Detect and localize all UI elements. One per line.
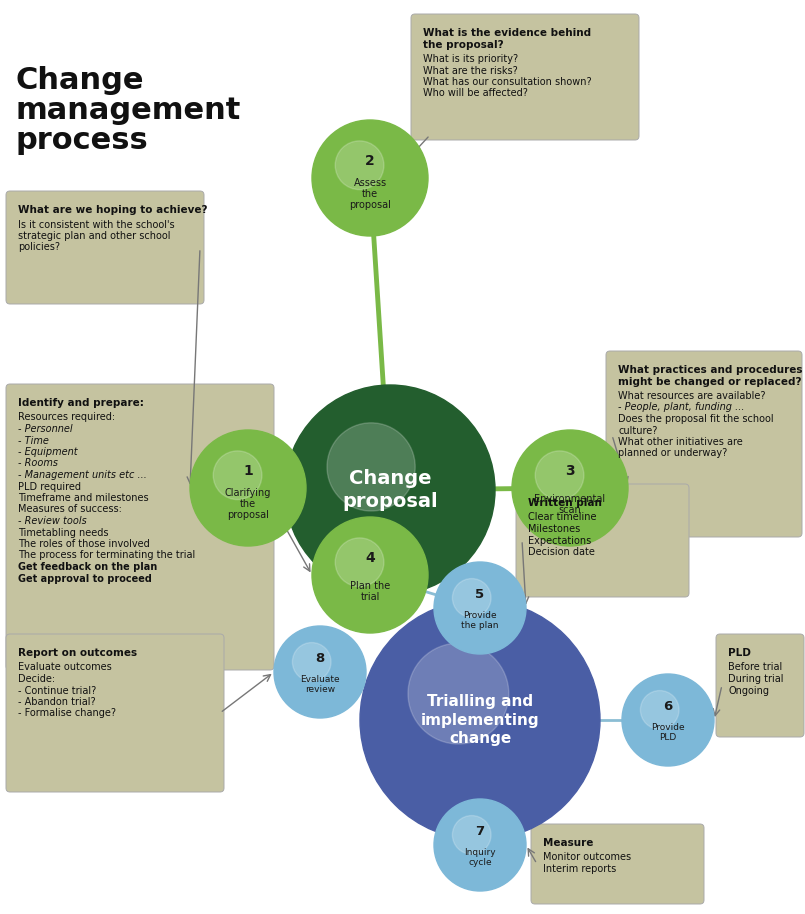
Text: 1: 1 <box>243 463 253 478</box>
Text: What has our consultation shown?: What has our consultation shown? <box>423 77 592 87</box>
Circle shape <box>335 537 384 587</box>
Text: Interim reports: Interim reports <box>543 864 617 874</box>
Text: Measure: Measure <box>543 838 593 848</box>
Text: 3: 3 <box>565 463 575 478</box>
Circle shape <box>452 579 491 617</box>
Text: Monitor outcomes: Monitor outcomes <box>543 853 631 863</box>
Text: The process for terminating the trial: The process for terminating the trial <box>18 550 196 560</box>
Text: The roles of those involved: The roles of those involved <box>18 539 150 549</box>
FancyBboxPatch shape <box>516 484 689 597</box>
FancyBboxPatch shape <box>606 351 802 537</box>
Text: Environmental
scan: Environmental scan <box>535 494 605 515</box>
Circle shape <box>335 141 384 189</box>
Text: PLD required: PLD required <box>18 482 81 492</box>
Circle shape <box>312 120 428 236</box>
Text: PLD: PLD <box>728 648 751 658</box>
Text: Clarifying
the
proposal: Clarifying the proposal <box>225 488 271 520</box>
Circle shape <box>327 423 415 511</box>
Circle shape <box>190 430 306 546</box>
Text: Provide
the plan: Provide the plan <box>461 611 499 631</box>
Text: Trialling and
implementing
change: Trialling and implementing change <box>421 694 539 746</box>
Circle shape <box>434 562 526 654</box>
Text: - Management units etc ...: - Management units etc ... <box>18 470 147 480</box>
Text: What are the risks?: What are the risks? <box>423 66 518 76</box>
Text: What is the evidence behind
the proposal?: What is the evidence behind the proposal… <box>423 28 591 49</box>
Text: Change
proposal: Change proposal <box>342 469 438 511</box>
Text: Get feedback on the plan: Get feedback on the plan <box>18 562 157 572</box>
Circle shape <box>213 451 262 500</box>
Circle shape <box>274 626 366 718</box>
Text: Before trial: Before trial <box>728 663 782 673</box>
Circle shape <box>292 643 331 681</box>
Text: What other initiatives are: What other initiatives are <box>618 437 743 447</box>
Text: - Rooms: - Rooms <box>18 459 58 469</box>
Circle shape <box>312 517 428 633</box>
Text: Ongoing: Ongoing <box>728 686 769 696</box>
Text: During trial: During trial <box>728 674 783 684</box>
Text: Get approval to proceed: Get approval to proceed <box>18 573 152 583</box>
Text: Provide
PLD: Provide PLD <box>651 723 685 742</box>
FancyBboxPatch shape <box>531 824 704 904</box>
Text: Written plan: Written plan <box>528 498 602 508</box>
Circle shape <box>641 691 679 729</box>
Text: Measures of success:: Measures of success: <box>18 505 122 515</box>
Text: Decision date: Decision date <box>528 547 595 557</box>
Text: - Abandon trial?: - Abandon trial? <box>18 697 96 707</box>
Text: Timeframe and milestones: Timeframe and milestones <box>18 493 149 503</box>
Text: - Review tools: - Review tools <box>18 516 87 526</box>
FancyBboxPatch shape <box>411 14 639 140</box>
Text: Milestones: Milestones <box>528 524 580 534</box>
FancyBboxPatch shape <box>6 191 204 304</box>
Text: policies?: policies? <box>18 242 60 252</box>
Text: Evaluate
review: Evaluate review <box>300 675 340 695</box>
Text: Plan the
trial: Plan the trial <box>350 580 390 601</box>
Text: Expectations: Expectations <box>528 536 591 546</box>
FancyBboxPatch shape <box>6 634 224 792</box>
Circle shape <box>535 451 584 500</box>
Text: 5: 5 <box>476 588 485 600</box>
Text: - Continue trial?: - Continue trial? <box>18 686 97 696</box>
Text: 6: 6 <box>663 700 673 713</box>
Text: Timetabling needs: Timetabling needs <box>18 527 109 537</box>
Text: What resources are available?: What resources are available? <box>618 391 766 401</box>
Text: Identify and prepare:: Identify and prepare: <box>18 398 144 408</box>
Text: - Time: - Time <box>18 435 49 445</box>
Circle shape <box>408 643 509 744</box>
Circle shape <box>360 600 600 840</box>
Text: Resources required:: Resources required: <box>18 412 115 422</box>
Text: culture?: culture? <box>618 426 658 435</box>
Text: Inquiry
cycle: Inquiry cycle <box>464 848 496 867</box>
Text: - Equipment: - Equipment <box>18 447 77 457</box>
Text: - Formalise change?: - Formalise change? <box>18 708 116 718</box>
Text: strategic plan and other school: strategic plan and other school <box>18 231 171 241</box>
FancyBboxPatch shape <box>6 384 274 670</box>
Circle shape <box>452 815 491 855</box>
Text: planned or underway?: planned or underway? <box>618 449 727 459</box>
Text: Report on outcomes: Report on outcomes <box>18 648 137 658</box>
Text: Clear timeline: Clear timeline <box>528 513 597 523</box>
Text: What practices and procedures
might be changed or replaced?: What practices and procedures might be c… <box>618 365 803 387</box>
Circle shape <box>622 674 714 766</box>
Text: - People, plant, funding ...: - People, plant, funding ... <box>618 402 745 412</box>
Text: Change
management
process: Change management process <box>15 66 241 155</box>
Text: What is its priority?: What is its priority? <box>423 54 518 64</box>
Text: Assess
the
proposal: Assess the proposal <box>349 178 391 210</box>
Text: Evaluate outcomes: Evaluate outcomes <box>18 663 112 673</box>
Circle shape <box>285 385 495 595</box>
Circle shape <box>434 799 526 891</box>
Text: 7: 7 <box>476 824 485 838</box>
Text: Decide:: Decide: <box>18 674 55 684</box>
Text: - Personnel: - Personnel <box>18 424 72 434</box>
Text: 8: 8 <box>316 652 324 664</box>
FancyBboxPatch shape <box>716 634 804 737</box>
Text: 4: 4 <box>365 550 375 565</box>
Text: Is it consistent with the school's: Is it consistent with the school's <box>18 219 175 229</box>
Text: What are we hoping to achieve?: What are we hoping to achieve? <box>18 205 208 215</box>
Text: 2: 2 <box>365 154 375 167</box>
Text: Does the proposal fit the school: Does the proposal fit the school <box>618 414 774 424</box>
Text: Who will be affected?: Who will be affected? <box>423 89 528 99</box>
Circle shape <box>512 430 628 546</box>
